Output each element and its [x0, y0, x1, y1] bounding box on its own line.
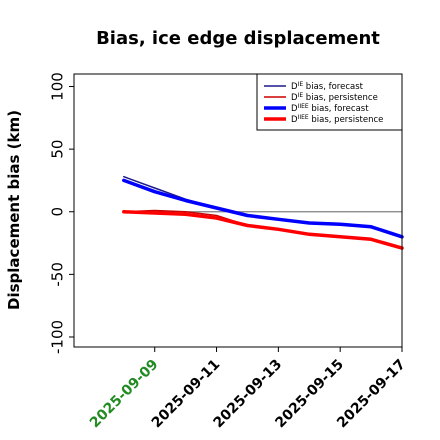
legend-entry-2: DIE bias, persistence [291, 92, 378, 103]
y-tick-label: -50 [48, 262, 66, 287]
legend-entry-4: DIIEE bias, persistence [291, 114, 383, 125]
legend-entry-3: DIIEE bias, forecast [291, 103, 369, 114]
series-line-3 [122, 178, 404, 239]
y-tick-label: 100 [48, 72, 66, 101]
y-tick-label: 50 [48, 140, 66, 159]
plot-frame [73, 73, 403, 348]
y-tick-label: 0 [48, 207, 66, 217]
y-tick-label: -100 [48, 320, 66, 354]
chart-title: Bias, ice edge displacement [96, 28, 380, 49]
y-axis-label: Displacement bias (km) [5, 110, 23, 310]
legend-entry-1: DIE bias, forecast [291, 81, 364, 92]
series-line-4 [122, 210, 404, 250]
